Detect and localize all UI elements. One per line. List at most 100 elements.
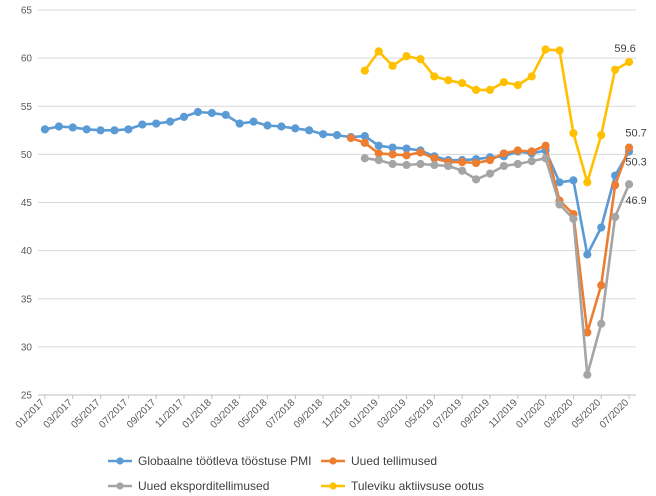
data-point xyxy=(513,146,522,155)
legend-label: Tuleviku aktiivsuse ootus xyxy=(351,479,484,493)
x-tick-label: 11/2019 xyxy=(487,397,520,430)
x-tick-label: 09/2018 xyxy=(292,397,326,431)
data-label: 50.7 xyxy=(625,128,646,140)
data-point xyxy=(611,65,620,74)
data-point xyxy=(374,156,383,165)
data-point xyxy=(527,147,536,156)
data-point xyxy=(388,150,397,159)
data-point xyxy=(346,133,356,143)
data-point xyxy=(360,66,369,75)
x-tick-label: 05/2020 xyxy=(570,397,604,431)
data-point xyxy=(471,158,481,168)
data-point xyxy=(374,149,383,158)
data-point xyxy=(611,181,620,190)
data-point xyxy=(416,54,425,64)
legend-item-2: Uued tellimused xyxy=(321,454,437,468)
x-tick-label: 09/2019 xyxy=(459,397,493,431)
series-line xyxy=(364,156,631,377)
data-point xyxy=(249,117,258,126)
y-tick-label: 30 xyxy=(21,342,33,353)
data-label: 59.6 xyxy=(614,43,635,55)
data-point xyxy=(152,119,161,128)
legend-item-3: Uued eksporditellimused xyxy=(108,479,269,493)
series-1 xyxy=(40,107,634,259)
data-point xyxy=(458,79,467,88)
x-tick-label: 03/2019 xyxy=(375,397,409,431)
data-point xyxy=(624,57,634,67)
data-point xyxy=(458,166,467,175)
data-point xyxy=(82,125,91,134)
data-point xyxy=(360,131,369,141)
legend-marker xyxy=(329,482,337,490)
x-tick-label: 05/2019 xyxy=(403,397,437,431)
series-3 xyxy=(360,154,634,379)
data-point xyxy=(624,180,634,189)
data-point xyxy=(179,112,189,121)
data-point xyxy=(138,120,147,129)
data-point xyxy=(583,250,592,259)
x-tick-label: 01/2020 xyxy=(514,397,548,431)
data-point xyxy=(430,72,439,81)
x-tick-label: 07/2020 xyxy=(598,397,632,431)
data-label: 46.9 xyxy=(625,195,646,207)
data-point xyxy=(499,161,508,171)
data-point xyxy=(499,78,508,87)
data-point xyxy=(527,72,536,81)
data-point xyxy=(263,121,272,130)
data-point xyxy=(388,159,397,169)
data-point xyxy=(430,154,439,163)
x-axis: 01/201703/201705/201707/201709/201711/20… xyxy=(14,395,632,431)
data-point xyxy=(360,154,369,163)
data-point xyxy=(416,148,425,157)
data-point xyxy=(583,178,592,187)
data-point xyxy=(291,124,300,133)
data-point xyxy=(374,141,383,150)
data-point xyxy=(583,370,592,379)
data-point xyxy=(555,200,564,209)
series-2 xyxy=(346,133,634,337)
y-tick-label: 35 xyxy=(21,294,33,305)
y-tick-label: 40 xyxy=(21,246,33,257)
data-point xyxy=(624,143,634,152)
data-point xyxy=(597,223,606,232)
legend-marker xyxy=(329,457,337,465)
data-point xyxy=(499,149,508,158)
x-tick-label: 07/2018 xyxy=(264,397,298,431)
x-tick-label: 05/2018 xyxy=(236,397,270,431)
data-point xyxy=(569,176,578,185)
y-tick-label: 45 xyxy=(21,198,33,209)
data-point xyxy=(68,123,77,132)
data-point xyxy=(541,45,550,54)
data-point xyxy=(277,122,286,131)
data-point xyxy=(166,117,175,126)
x-tick-label: 03/2017 xyxy=(42,397,76,431)
data-point xyxy=(360,138,369,147)
data-point xyxy=(444,76,453,85)
data-point xyxy=(430,160,439,170)
data-point xyxy=(388,61,397,70)
data-point xyxy=(444,161,453,171)
data-point xyxy=(402,151,411,160)
data-point xyxy=(485,85,495,94)
data-point xyxy=(402,160,411,170)
data-point xyxy=(597,281,606,290)
data-point xyxy=(402,144,411,153)
legend-label: Globaalne töötleva tööstuse PMI xyxy=(138,454,311,468)
data-point xyxy=(485,156,495,165)
series-4 xyxy=(360,45,634,187)
data-point xyxy=(485,169,495,178)
data-point xyxy=(555,178,564,187)
y-tick-label: 55 xyxy=(21,102,33,113)
data-labels: 59.6 50.7 50.3 46.9 xyxy=(614,43,646,207)
legend-label: Uued tellimused xyxy=(351,454,437,468)
x-tick-label: 01/2018 xyxy=(181,397,215,431)
x-tick-label: 11/2018 xyxy=(320,397,353,430)
x-tick-label: 09/2017 xyxy=(125,397,159,431)
data-label: 50.3 xyxy=(625,156,646,168)
data-point xyxy=(305,126,314,135)
data-point xyxy=(402,52,411,61)
x-tick-label: 07/2017 xyxy=(97,397,131,431)
y-tick-label: 25 xyxy=(21,391,33,402)
data-point xyxy=(555,46,564,55)
